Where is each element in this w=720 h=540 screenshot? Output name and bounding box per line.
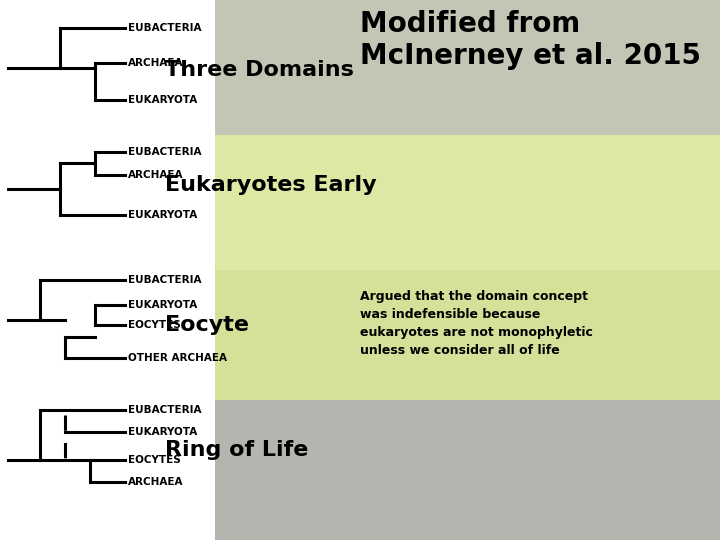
- Bar: [0, 0, 215, 540]
- Text: EUBACTERIA: EUBACTERIA: [128, 405, 202, 415]
- Text: Modified from
McInerney et al. 2015: Modified from McInerney et al. 2015: [360, 10, 701, 70]
- Text: EUBACTERIA: EUBACTERIA: [128, 275, 202, 285]
- Text: Argued that the domain concept
was indefensible because
eukaryotes are not monop: Argued that the domain concept was indef…: [360, 290, 593, 357]
- Text: ARCHAEA: ARCHAEA: [128, 477, 184, 487]
- Text: ARCHAEA: ARCHAEA: [128, 170, 184, 180]
- Text: EOCYTES: EOCYTES: [128, 455, 181, 465]
- Text: Ring of Life: Ring of Life: [165, 440, 308, 460]
- Bar: [215, 135, 720, 270]
- Text: EUKARYOTA: EUKARYOTA: [128, 95, 197, 105]
- Text: EUKARYOTA: EUKARYOTA: [128, 210, 197, 220]
- Bar: [215, 0, 720, 135]
- Text: ARCHAEA: ARCHAEA: [128, 58, 184, 68]
- Text: OTHER ARCHAEA: OTHER ARCHAEA: [128, 353, 227, 363]
- Text: EUKARYOTA: EUKARYOTA: [128, 300, 197, 310]
- Bar: [215, 270, 720, 400]
- Text: EUKARYOTA: EUKARYOTA: [128, 427, 197, 437]
- Text: EOCYTES: EOCYTES: [128, 320, 181, 330]
- Text: EUBACTERIA: EUBACTERIA: [128, 147, 202, 157]
- Text: Three Domains: Three Domains: [165, 60, 354, 80]
- Text: Eukaryotes Early: Eukaryotes Early: [165, 175, 377, 195]
- Text: Eocyte: Eocyte: [165, 315, 249, 335]
- Bar: [215, 400, 720, 540]
- Text: EUBACTERIA: EUBACTERIA: [128, 23, 202, 33]
